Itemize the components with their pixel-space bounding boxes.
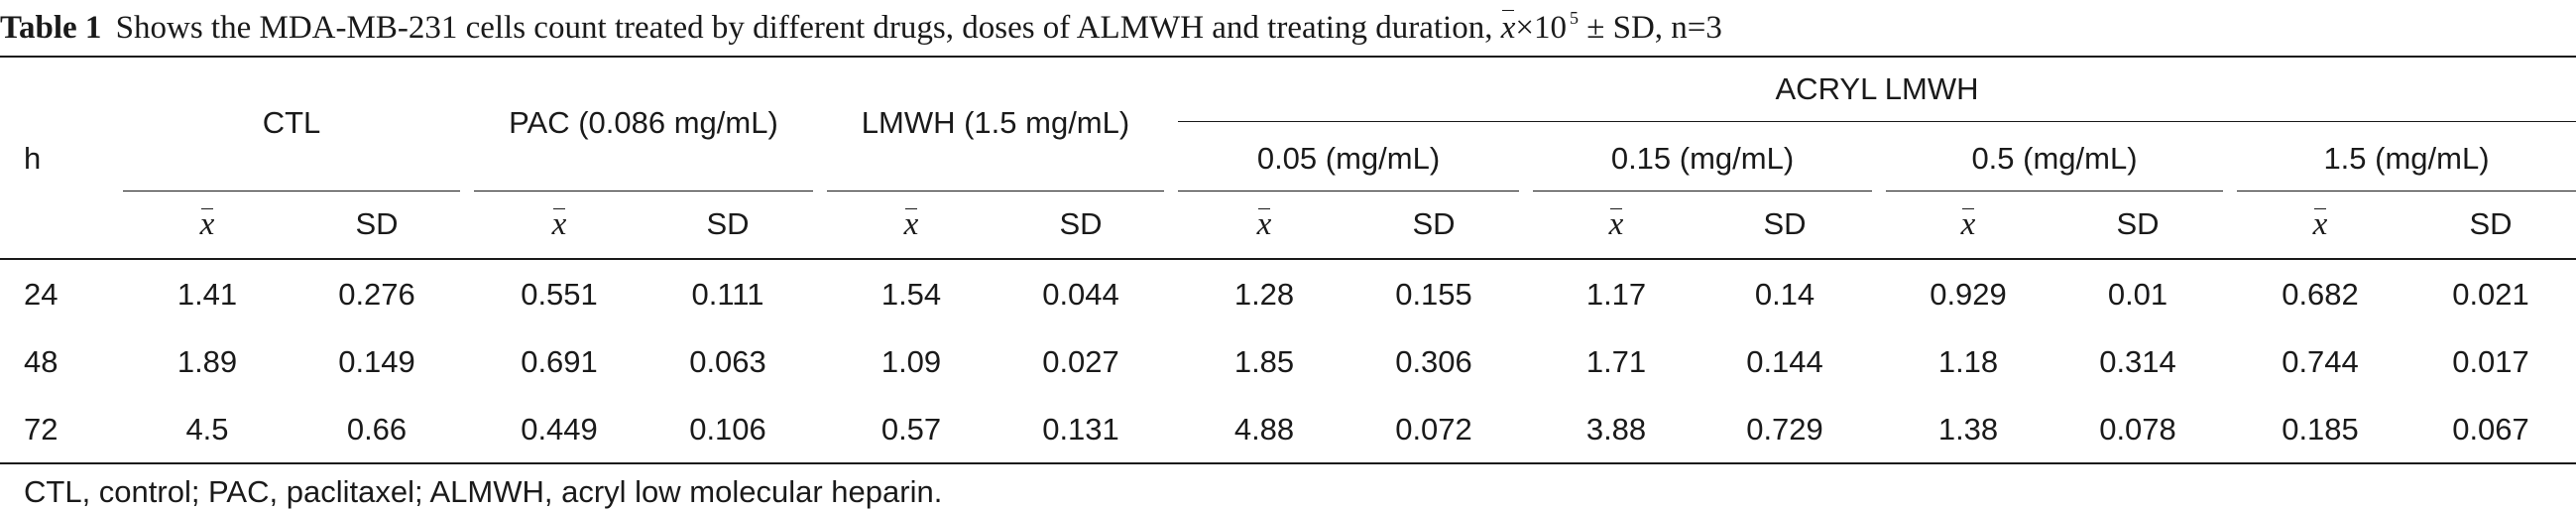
cell-sd: 0.314 <box>2099 344 2176 379</box>
cell-mean: 0.691 <box>521 344 598 379</box>
cell-sd: 0.111 <box>691 277 764 312</box>
acryl-dose4-rule <box>2237 191 2576 192</box>
table-caption: Table 1 Shows the MDA-MB-231 cells count… <box>0 6 1722 50</box>
subheader-sd: SD <box>1412 206 1456 241</box>
cell-mean: 1.38 <box>1937 412 1999 447</box>
mean-symbol: x <box>2312 206 2328 242</box>
cell-sd: 0.017 <box>2452 344 2529 379</box>
mean-symbol: x <box>199 206 215 242</box>
cell-mean: 0.682 <box>2282 277 2359 312</box>
lmwh-group-rule <box>827 191 1164 192</box>
cell-mean: 1.09 <box>880 344 942 379</box>
cell-mean: 0.449 <box>521 412 598 447</box>
table-label: Table 1 <box>0 10 102 46</box>
caption-multiplier: ×10 <box>1515 10 1567 46</box>
cell-mean: 4.88 <box>1233 412 1295 447</box>
subheader-mean: x <box>1215 204 1314 244</box>
subheader-mean: x <box>2271 204 2370 244</box>
cell-mean: 1.54 <box>880 277 942 312</box>
mean-symbol: x <box>903 206 919 242</box>
cell-mean: 3.88 <box>1585 412 1647 447</box>
cell-sd: 0.106 <box>689 412 766 447</box>
row-hours: 24 <box>24 277 59 312</box>
row-hours: 48 <box>24 344 59 379</box>
cell-sd: 0.66 <box>346 412 408 447</box>
subheader-mean: x <box>1919 204 2018 244</box>
cell-sd: 0.131 <box>1042 412 1119 447</box>
subheader-mean: x <box>158 204 257 244</box>
cell-mean: 0.744 <box>2282 344 2359 379</box>
cell-mean: 1.89 <box>176 344 238 379</box>
subheader-sd: SD <box>706 206 750 241</box>
cell-sd: 0.067 <box>2452 412 2529 447</box>
row-hours: 72 <box>24 412 59 447</box>
cell-mean: 1.85 <box>1233 344 1295 379</box>
cell-sd: 0.155 <box>1395 277 1472 312</box>
subheader-mean: x <box>862 204 961 244</box>
cell-sd: 0.144 <box>1746 344 1823 379</box>
cell-mean: 0.57 <box>880 412 942 447</box>
cell-sd: 0.021 <box>2452 277 2529 312</box>
header-group-acryl: ACRYL LMWH <box>1775 71 1979 106</box>
header-acryl-dose-1: 0.05 (mg/mL) <box>1256 141 1441 176</box>
subheader-sd: SD <box>355 206 399 241</box>
cell-sd: 0.027 <box>1042 344 1119 379</box>
subheader-mean: x <box>1567 204 1666 244</box>
cell-mean: 1.41 <box>176 277 238 312</box>
mean-symbol: x <box>1608 206 1624 242</box>
cell-mean: 0.929 <box>1930 277 2007 312</box>
table-footnote: CTL, control; PAC, paclitaxel; ALMWH, ac… <box>24 474 943 509</box>
cell-sd: 0.306 <box>1395 344 1472 379</box>
table-bottom-rule <box>0 462 2576 464</box>
table-top-rule <box>0 56 2576 58</box>
cell-sd: 0.078 <box>2099 412 2176 447</box>
cell-sd: 0.729 <box>1746 412 1823 447</box>
header-row-label: h <box>24 141 42 176</box>
cell-sd: 0.044 <box>1042 277 1119 312</box>
mean-symbol: x <box>551 206 567 242</box>
subheader-sd: SD <box>1059 206 1103 241</box>
subheader-sd: SD <box>2469 206 2513 241</box>
header-acryl-dose-4: 1.5 (mg/mL) <box>2323 141 2490 176</box>
header-group-pac: PAC (0.086 mg/mL) <box>509 105 778 140</box>
cell-sd: 0.01 <box>2107 277 2168 312</box>
cell-sd: 0.149 <box>338 344 415 379</box>
caption-mean-symbol: x <box>1501 6 1515 50</box>
cell-sd: 0.14 <box>1754 277 1815 312</box>
cell-mean: 0.185 <box>2282 412 2359 447</box>
ctl-group-rule <box>123 191 460 192</box>
subheader-mean: x <box>510 204 609 244</box>
header-acryl-dose-2: 0.15 (mg/mL) <box>1610 141 1795 176</box>
acryl-dose1-rule <box>1178 191 1519 192</box>
mean-symbol: x <box>1256 206 1272 242</box>
cell-mean: 4.5 <box>185 412 229 447</box>
cell-mean: 1.18 <box>1937 344 1999 379</box>
caption-suffix: ± SD, n=3 <box>1586 10 1722 46</box>
caption-exponent: 5 <box>1569 8 1579 28</box>
caption-text: Shows the MDA-MB-231 cells count treated… <box>115 10 1493 46</box>
cell-sd: 0.063 <box>689 344 766 379</box>
mean-symbol: x <box>1960 206 1976 242</box>
cell-mean: 1.28 <box>1233 277 1295 312</box>
header-group-ctl: CTL <box>262 105 321 140</box>
cell-sd: 0.276 <box>338 277 415 312</box>
subheader-sd: SD <box>2116 206 2160 241</box>
cell-mean: 1.17 <box>1585 277 1647 312</box>
acryl-dose2-rule <box>1533 191 1872 192</box>
header-group-lmwh: LMWH (1.5 mg/mL) <box>861 105 1130 140</box>
cell-mean: 0.551 <box>521 277 598 312</box>
subheader-sd: SD <box>1763 206 1807 241</box>
cell-mean: 1.71 <box>1585 344 1647 379</box>
header-acryl-dose-3: 0.5 (mg/mL) <box>1971 141 2138 176</box>
acryl-group-rule <box>1178 121 2576 122</box>
header-bottom-rule <box>0 258 2576 260</box>
cell-sd: 0.072 <box>1395 412 1472 447</box>
pac-group-rule <box>474 191 813 192</box>
acryl-dose3-rule <box>1886 191 2223 192</box>
